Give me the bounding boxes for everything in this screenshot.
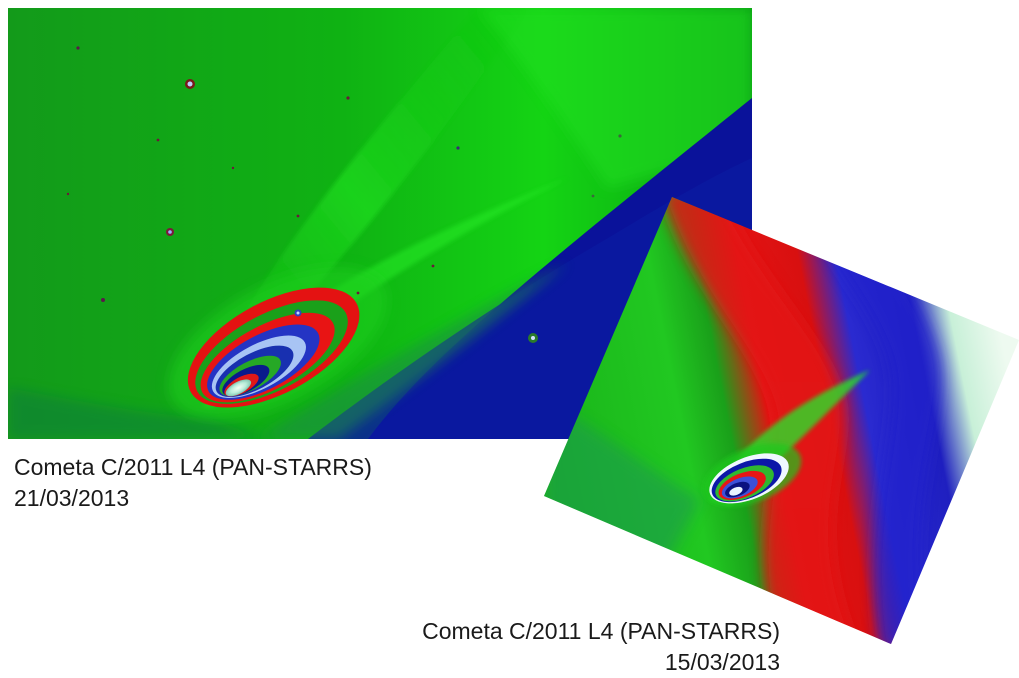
comet-image-march-21 <box>8 8 752 439</box>
comet-image-march-21-graphic <box>8 8 752 439</box>
caption-date: 21/03/2013 <box>14 485 130 511</box>
caption-march-21: Cometa C/2011 L4 (PAN-STARRS) 21/03/2013 <box>14 452 372 514</box>
caption-title: Cometa C/2011 L4 (PAN-STARRS) <box>14 454 372 480</box>
caption-title: Cometa C/2011 L4 (PAN-STARRS) <box>422 618 780 644</box>
caption-march-15: Cometa C/2011 L4 (PAN-STARRS) 15/03/2013 <box>362 616 780 678</box>
caption-date: 15/03/2013 <box>664 649 780 675</box>
